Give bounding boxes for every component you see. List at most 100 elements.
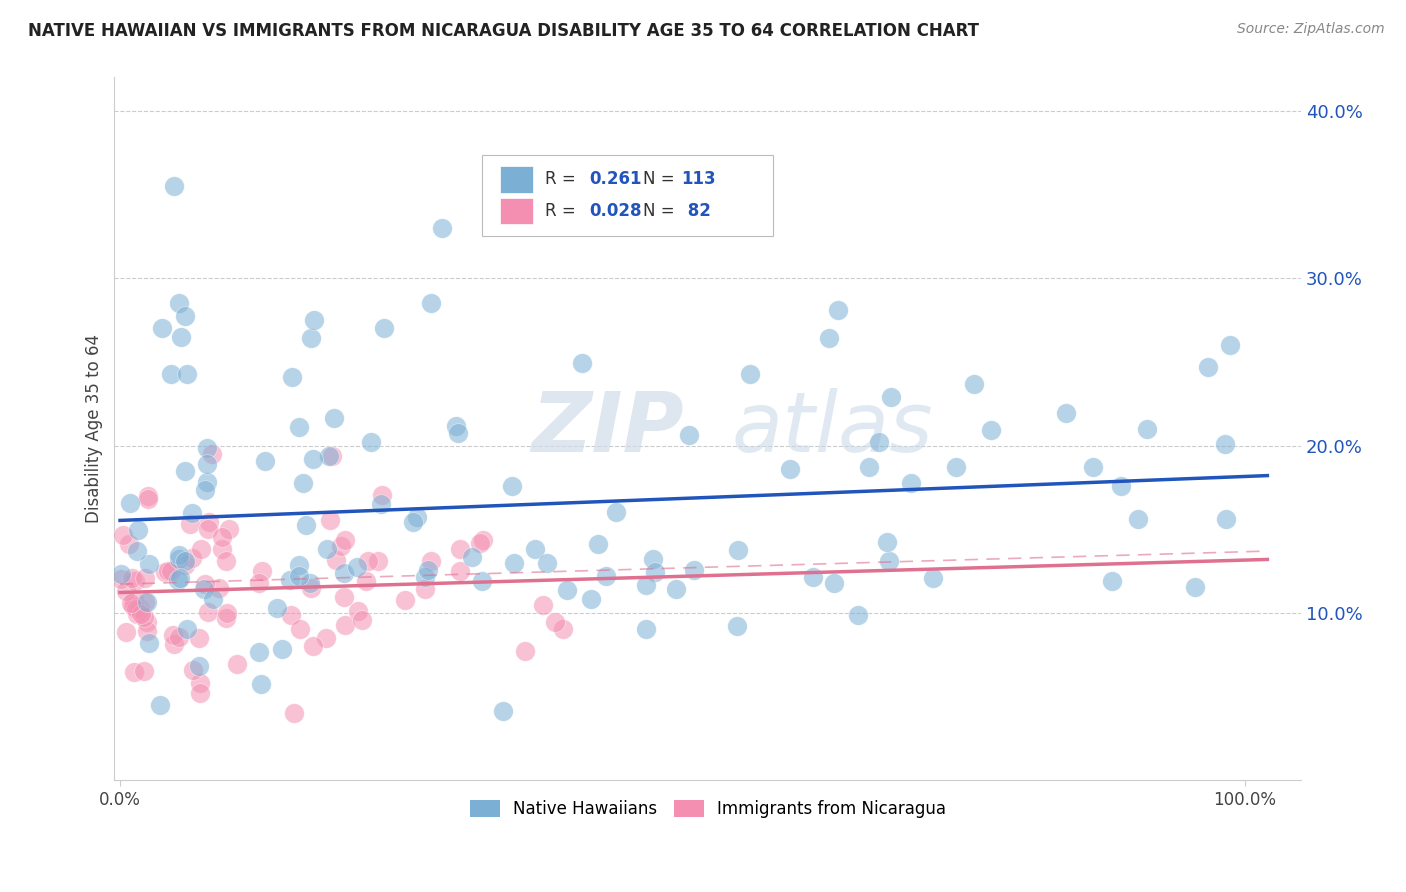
Point	[980, 423, 1002, 437]
Point	[190, 541, 212, 556]
Point	[129, 607, 152, 622]
Point	[727, 542, 749, 557]
Point	[371, 487, 394, 501]
Point	[283, 706, 305, 721]
Point	[963, 376, 986, 391]
Point	[430, 221, 453, 235]
Point	[321, 449, 343, 463]
Point	[166, 573, 188, 587]
Point	[194, 577, 217, 591]
Point	[877, 554, 900, 568]
Point	[134, 664, 156, 678]
Point	[125, 602, 148, 616]
FancyBboxPatch shape	[501, 166, 533, 193]
Point	[665, 582, 688, 597]
Point	[195, 458, 218, 472]
Point	[1213, 436, 1236, 450]
Point	[121, 571, 143, 585]
Point	[531, 598, 554, 612]
Point	[181, 506, 204, 520]
Text: N =: N =	[643, 202, 679, 220]
Point	[174, 464, 197, 478]
Point	[194, 483, 217, 497]
Point	[280, 573, 302, 587]
Point	[818, 331, 841, 345]
Point	[160, 367, 183, 381]
Point	[136, 624, 159, 638]
Point	[132, 610, 155, 624]
Point	[868, 435, 890, 450]
Text: Source: ZipAtlas.com: Source: ZipAtlas.com	[1237, 22, 1385, 37]
Legend: Native Hawaiians, Immigrants from Nicaragua: Native Hawaiians, Immigrants from Nicara…	[463, 793, 953, 825]
Point	[115, 625, 138, 640]
Point	[544, 615, 567, 629]
Point	[153, 565, 176, 579]
Text: 82: 82	[682, 202, 710, 220]
Point	[1136, 422, 1159, 436]
Point	[858, 460, 880, 475]
Point	[122, 592, 145, 607]
Point	[299, 581, 322, 595]
Point	[360, 434, 382, 449]
Y-axis label: Disability Age 35 to 64: Disability Age 35 to 64	[86, 334, 103, 524]
Point	[323, 411, 346, 425]
Point	[415, 582, 437, 596]
Text: NATIVE HAWAIIAN VS IMMIGRANTS FROM NICARAGUA DISABILITY AGE 35 TO 64 CORRELATION: NATIVE HAWAIIAN VS IMMIGRANTS FROM NICAR…	[28, 22, 979, 40]
Point	[879, 390, 901, 404]
Text: 0.261: 0.261	[589, 170, 641, 188]
Point	[333, 566, 356, 581]
Point	[173, 554, 195, 568]
Point	[333, 618, 356, 632]
Point	[551, 622, 574, 636]
Point	[298, 576, 321, 591]
Point	[419, 296, 441, 310]
Point	[136, 615, 159, 629]
Point	[197, 605, 219, 619]
Point	[249, 576, 271, 591]
Point	[124, 574, 146, 589]
Point	[188, 631, 211, 645]
Point	[198, 515, 221, 529]
Point	[945, 459, 967, 474]
Point	[215, 554, 238, 568]
Point	[174, 558, 197, 573]
Point	[316, 542, 339, 557]
Point	[449, 564, 471, 578]
Point	[394, 592, 416, 607]
Text: R =: R =	[546, 202, 581, 220]
FancyBboxPatch shape	[501, 198, 533, 224]
Text: N =: N =	[643, 170, 679, 188]
FancyBboxPatch shape	[482, 154, 773, 235]
Point	[138, 636, 160, 650]
Point	[416, 563, 439, 577]
Point	[302, 639, 325, 653]
Point	[1101, 574, 1123, 588]
Point	[524, 541, 547, 556]
Point	[472, 533, 495, 547]
Point	[315, 632, 337, 646]
Point	[536, 556, 558, 570]
Point	[254, 454, 277, 468]
Point	[446, 419, 468, 434]
Point	[492, 704, 515, 718]
Point	[823, 575, 845, 590]
Point	[176, 622, 198, 636]
Text: 0.028: 0.028	[589, 202, 641, 220]
Point	[846, 607, 869, 622]
Point	[1184, 580, 1206, 594]
Point	[683, 563, 706, 577]
Point	[280, 369, 302, 384]
Point	[118, 496, 141, 510]
Point	[420, 554, 443, 568]
Point	[190, 686, 212, 700]
Point	[111, 528, 134, 542]
Point	[1215, 511, 1237, 525]
Point	[299, 331, 322, 345]
Point	[346, 604, 368, 618]
Point	[157, 564, 180, 578]
Point	[449, 541, 471, 556]
Point	[129, 602, 152, 616]
Point	[779, 462, 801, 476]
Point	[195, 441, 218, 455]
Point	[179, 517, 201, 532]
